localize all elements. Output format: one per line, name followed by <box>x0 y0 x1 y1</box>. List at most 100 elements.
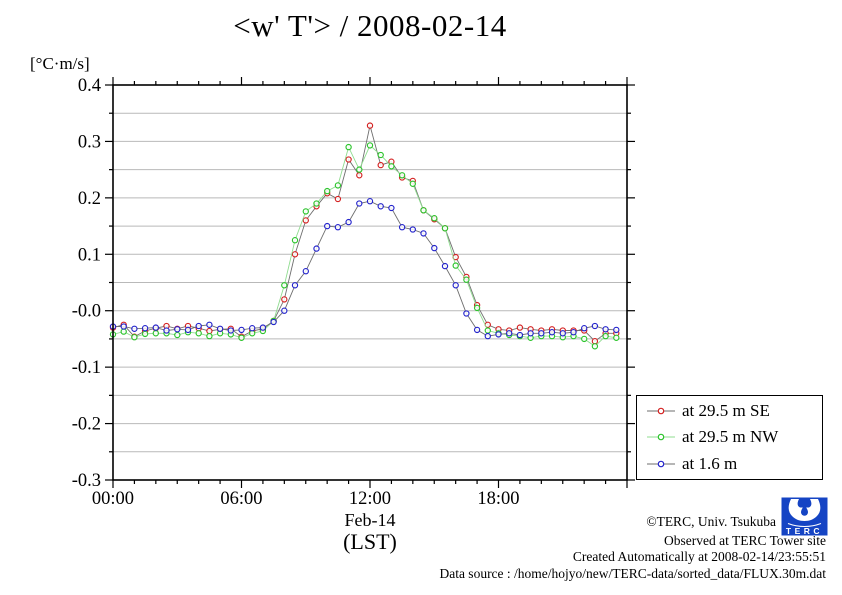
legend-label-se: at 29.5 m SE <box>682 401 770 421</box>
series-markers-at-1-6-m <box>109 198 620 340</box>
data-point <box>377 203 384 210</box>
terc-logo-icon: TERC <box>781 497 828 536</box>
data-point <box>388 204 395 212</box>
data-point <box>120 323 127 330</box>
data-point <box>559 330 566 337</box>
grid-lines <box>113 112 627 453</box>
x-tick-label: 18:00 <box>477 489 519 509</box>
data-point <box>613 326 620 334</box>
data-point <box>409 226 416 233</box>
data-point <box>324 187 331 195</box>
legend-box: at 29.5 m SE at 29.5 m NW at 1.6 m <box>636 395 823 480</box>
footer-copyright: ©TERC, Univ. Tsukuba <box>646 514 776 529</box>
legend-item-se: at 29.5 m SE <box>644 401 822 421</box>
y-tick-label: 0.3 <box>78 132 101 152</box>
data-point <box>163 327 170 334</box>
data-point <box>441 262 449 270</box>
data-point <box>388 163 395 170</box>
data-point <box>506 330 513 337</box>
data-point <box>398 224 406 231</box>
data-point <box>463 276 470 283</box>
data-point <box>281 282 288 289</box>
data-point <box>291 237 299 244</box>
data-point <box>484 332 491 340</box>
data-point <box>227 327 234 334</box>
data-point <box>484 327 491 334</box>
data-point <box>398 172 406 179</box>
data-point <box>602 326 609 333</box>
data-point <box>581 325 588 332</box>
data-point <box>270 318 277 326</box>
data-point <box>581 335 588 343</box>
data-point <box>366 198 374 205</box>
x-axis-date-label: Feb-14 <box>344 510 396 530</box>
data-point <box>441 225 449 232</box>
y-tick-label: 0.1 <box>78 245 101 265</box>
terc-logo-text: TERC <box>786 526 823 536</box>
data-point <box>291 282 299 289</box>
data-point <box>516 324 524 331</box>
series-line-at-29-5-m-nw <box>112 144 617 347</box>
legend-item-nw: at 29.5 m NW <box>644 427 822 447</box>
data-point <box>538 330 545 337</box>
data-point <box>345 156 352 163</box>
data-point <box>334 182 342 189</box>
footer-text: ©TERC, Univ. Tsukuba Observed at TERC To… <box>439 514 826 582</box>
data-point <box>302 217 309 224</box>
data-point <box>141 330 149 338</box>
data-point <box>238 326 245 334</box>
data-point <box>249 330 256 337</box>
legend-marker-se-icon <box>647 407 675 415</box>
data-point <box>216 325 224 332</box>
data-point <box>131 334 138 341</box>
data-point <box>463 310 470 317</box>
legend-label-16m: at 1.6 m <box>682 453 738 473</box>
y-tick-label: -0.1 <box>72 358 101 378</box>
series-markers-at-29-5-m-nw <box>109 142 620 350</box>
y-tick-labels: 0.4 0.3 0.2 0.1 -0.0 -0.1 -0.2 -0.3 <box>72 76 101 491</box>
data-point <box>313 245 320 252</box>
footer-observed: Observed at TERC Tower site <box>663 533 826 549</box>
data-point <box>613 334 620 341</box>
data-point <box>591 343 599 350</box>
y-tick-label: -0.0 <box>72 302 101 322</box>
data-point <box>356 200 363 207</box>
series-line-at-1-6-m <box>113 200 617 337</box>
data-point <box>602 332 609 340</box>
data-point <box>570 329 577 336</box>
data-point <box>206 321 213 328</box>
data-point <box>345 218 352 226</box>
data-point <box>377 161 384 169</box>
data-point <box>249 325 256 332</box>
data-point <box>527 330 534 337</box>
data-point <box>495 331 502 338</box>
data-point <box>152 330 159 337</box>
data-point <box>302 208 309 215</box>
data-point <box>281 296 288 303</box>
data-point <box>366 122 374 129</box>
data-point <box>206 327 213 335</box>
data-point <box>281 307 288 314</box>
data-point <box>431 244 438 252</box>
data-point <box>259 324 267 331</box>
data-point <box>334 195 342 203</box>
legend-item-16m: at 1.6 m <box>644 454 822 474</box>
data-point <box>174 331 181 339</box>
y-tick-label: 0.2 <box>78 189 101 209</box>
data-point <box>420 207 427 214</box>
data-point <box>206 332 213 340</box>
y-tick-label: -0.3 <box>72 471 101 491</box>
data-point <box>313 200 320 207</box>
data-point <box>591 322 599 330</box>
data-point <box>431 215 438 222</box>
data-point <box>452 282 459 289</box>
x-tick-label: 00:00 <box>92 489 134 509</box>
footer-datasource: Data source : /home/hojyo/new/TERC-data/… <box>439 565 826 581</box>
data-point <box>356 172 363 179</box>
data-point <box>420 230 427 237</box>
legend-label-nw: at 29.5 m NW <box>682 427 779 447</box>
data-point <box>377 151 384 159</box>
data-point <box>302 268 309 275</box>
chart-title: <w' T'> / 2008-02-14 <box>233 8 507 43</box>
